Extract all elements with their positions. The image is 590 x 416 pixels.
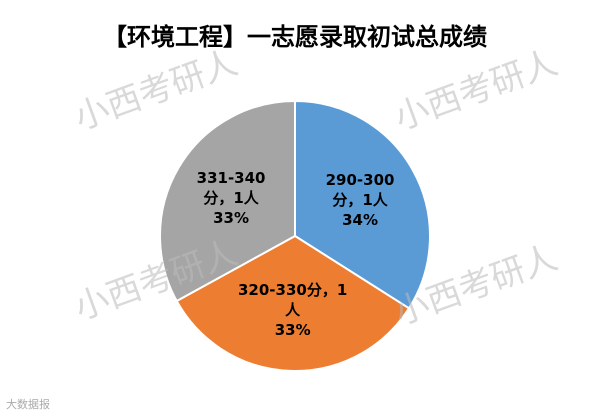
category-label: 290-300分 (325, 171, 395, 210)
watermark: 小西考研人 (389, 43, 562, 139)
data-label: 320-330分，1人 33% (237, 280, 349, 340)
value-label: 34% (342, 211, 379, 230)
watermark: 小西考研人 (69, 43, 242, 139)
count-label: 1人 (233, 189, 259, 208)
pie-slice (159, 99, 296, 303)
label-separator: ， (347, 191, 363, 210)
category-label: 320-330分 (238, 281, 322, 300)
footer-logo: 大数据报 (6, 398, 50, 411)
count-label: 1人 (285, 281, 348, 320)
label-separator: ， (321, 281, 337, 300)
label-separator: ， (218, 189, 234, 208)
category-label: 331-340分 (196, 169, 266, 208)
value-label: 33% (213, 209, 250, 228)
data-label: 331-340分，1人 33% (188, 168, 274, 228)
chart-title: 【环境工程】一志愿录取初试总成绩 (103, 23, 487, 51)
count-label: 1人 (362, 191, 388, 210)
value-label: 33% (274, 321, 311, 340)
data-label: 290-300分，1人 34% (317, 170, 403, 230)
